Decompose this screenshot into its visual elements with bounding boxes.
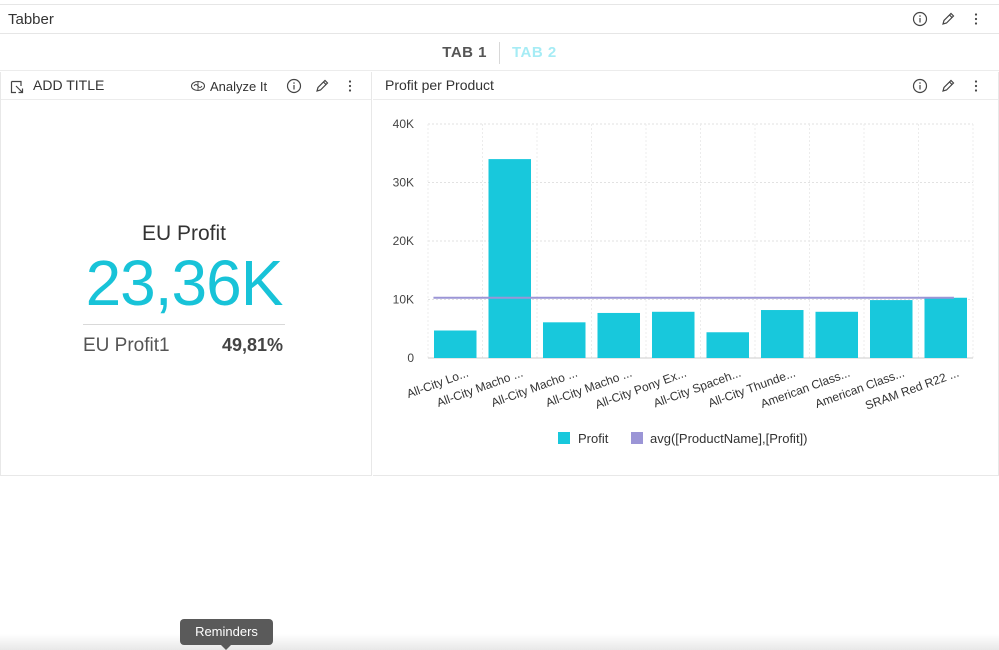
pencil-icon[interactable]: [313, 77, 331, 95]
bar: [433, 330, 477, 358]
chart-widget-title[interactable]: Profit per Product: [385, 77, 494, 93]
kpi-widget-header: ADD TITLE Analyze It: [1, 72, 371, 100]
chart-widget: Profit per Product 0 10K 20K 30K 40K All-City…: [373, 72, 999, 476]
more-vertical-icon[interactable]: [967, 10, 985, 28]
tab-1[interactable]: TAB 1: [442, 44, 487, 61]
tab-bar: TAB 1 TAB 2: [0, 35, 999, 71]
info-icon[interactable]: [285, 77, 303, 95]
chart-widget-actions: [911, 77, 985, 95]
kpi-value: 23,36K: [85, 247, 284, 319]
reminders-tooltip: Reminders: [180, 619, 273, 645]
bottom-strip: [0, 634, 999, 650]
info-icon[interactable]: [911, 10, 929, 28]
tab-separator: [499, 41, 500, 64]
tabber-header: Tabber: [0, 4, 999, 34]
bar: [924, 297, 968, 358]
more-vertical-icon[interactable]: [341, 77, 359, 95]
y-tick-label: 20K: [393, 234, 414, 248]
kpi-widget: ADD TITLE Analyze It EU Profit 23,3: [0, 72, 372, 476]
legend-swatch-average: [631, 432, 643, 444]
bar: [651, 311, 695, 358]
analyze-it-label: Analyze It: [210, 78, 268, 94]
y-tick-label: 30K: [393, 176, 414, 190]
bar: [488, 159, 532, 358]
y-tick-label: 0: [407, 351, 414, 365]
pencil-icon[interactable]: [939, 10, 957, 28]
y-tick-label: 10K: [393, 293, 414, 307]
kpi-secondary-label: EU Profit1: [83, 335, 170, 356]
kpi-secondary-value: 49,81%: [221, 335, 283, 355]
tab-2[interactable]: TAB 2: [512, 44, 557, 61]
more-vertical-icon[interactable]: [967, 77, 985, 95]
kpi-widget-title[interactable]: ADD TITLE: [33, 77, 105, 93]
tabber-title: Tabber: [8, 11, 54, 28]
legend-label-average: avg([ProductName],[Profit]): [650, 431, 808, 446]
analyze-it-button[interactable]: Analyze It: [189, 77, 267, 95]
brain-icon: [189, 77, 207, 95]
chart-widget-header: Profit per Product: [373, 72, 998, 100]
bar: [760, 310, 804, 358]
tooltip-arrow: [221, 645, 231, 650]
pencil-icon[interactable]: [939, 77, 957, 95]
bar: [815, 311, 859, 358]
kpi-divider: [83, 324, 285, 325]
bar: [869, 300, 913, 358]
legend-label-profit: Profit: [578, 431, 609, 446]
edit-title-icon[interactable]: [8, 78, 26, 96]
tabber-actions: [911, 10, 985, 28]
bar: [597, 312, 641, 358]
kpi-label: EU Profit: [141, 222, 227, 245]
kpi-widget-actions: [285, 77, 359, 95]
bar: [706, 332, 750, 358]
bar: [542, 322, 586, 358]
y-tick-label: 40K: [393, 117, 414, 131]
info-icon[interactable]: [911, 77, 929, 95]
legend-swatch-profit: [558, 432, 570, 444]
